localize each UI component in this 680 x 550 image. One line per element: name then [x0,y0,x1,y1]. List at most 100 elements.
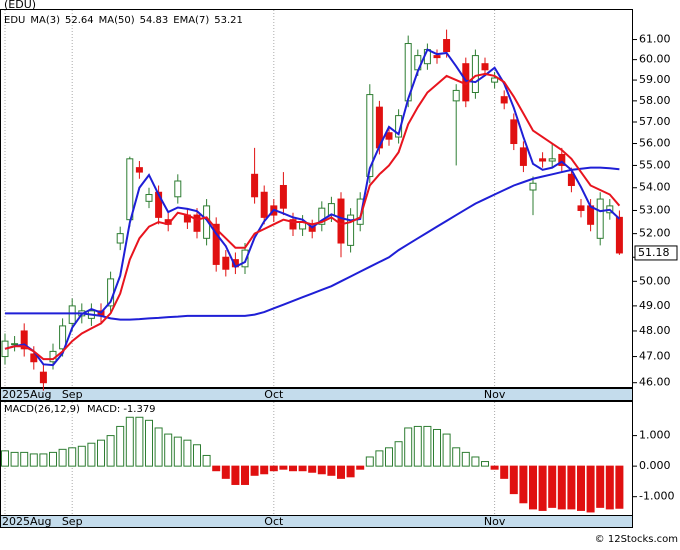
y-tick-label: 47.00 [639,350,671,363]
macd-bar [596,465,605,508]
candle-body [615,216,623,254]
macd-bar [538,465,547,511]
last-price-box [634,245,678,261]
legend-value: 54.83 [140,15,169,26]
macd-bar [385,447,393,467]
macd-bar [1,450,9,467]
candle-body [135,167,143,173]
macd-bar [567,465,576,510]
candle-body [558,153,566,166]
macd-bar [10,451,19,467]
macd-bar [221,465,230,479]
legend-text: MACD: [87,404,120,415]
legend-name: MA(3) [30,15,60,26]
macd-bar [29,453,38,467]
legend-value: 53.21 [214,15,243,26]
candle-body [510,119,518,145]
legend-symbol: EDU [4,15,25,26]
candle-body [433,55,441,59]
candle-body [251,173,259,198]
macd-bar [529,465,537,510]
macd-bar [404,427,413,467]
y-tick-label: 49.00 [639,299,671,312]
macd-bar [586,465,595,513]
x-tick-label: Oct [264,515,284,528]
macd-bar [356,465,365,470]
candle-body [337,198,345,244]
macd-bar [471,456,480,467]
macd-bar [154,427,163,467]
macd-bar [519,465,528,504]
candle-body [241,249,249,268]
candle-body [548,158,556,162]
macd-bar [116,425,125,467]
candle-body [126,158,134,221]
date-bar [0,388,633,401]
y-tick-label: -1.000 [639,490,674,503]
candle-body [500,96,508,104]
x-tick-label: Oct [264,388,284,401]
candle-body [212,223,220,265]
candle-body [577,205,585,211]
macd-bar [433,428,441,467]
candle-body [68,305,76,324]
indicator-line [4,72,621,361]
macd-bar [135,416,144,467]
macd-bar [481,461,489,467]
macd-bar [375,450,384,467]
candle-body [59,325,67,350]
last-price: 51.18 [638,246,670,259]
macd-bar [548,465,557,508]
x-tick-label: Nov [484,515,506,528]
candle-body [174,180,182,198]
candle-body [260,191,268,218]
macd-bar [490,465,499,470]
candle-body [385,132,393,140]
macd-bar [212,465,221,472]
legend-name: EMA(7) [173,15,209,26]
macd-bar [49,451,57,467]
candle-body [279,184,287,209]
legend-text: MACD(26,12,9) [4,404,80,415]
macd-bar [605,465,614,510]
candle-body [30,353,38,363]
y-tick-label: 61.00 [639,33,671,46]
date-bar [0,515,633,528]
macd-bar [509,465,518,495]
candle-body [39,371,47,384]
macd-bar [106,435,115,467]
price-panel [0,9,633,388]
macd-bar [500,465,509,479]
watermark: © 12Stocks.com [595,534,678,545]
macd-bar [423,425,432,467]
macd-bar [260,465,269,475]
macd-bar [308,465,317,473]
macd-bar [317,465,326,475]
y-tick-label: 54.00 [639,181,671,194]
macd-bar [202,454,211,467]
macd-bar [269,465,278,472]
y-tick-label: 48.00 [639,324,671,337]
candle-body [318,207,326,225]
macd-bar [394,441,403,467]
macd-bar [577,465,585,511]
y-tick-label: 50.00 [639,274,671,287]
macd-bar [164,433,173,467]
candle-body [452,89,460,102]
macd-bar [327,465,336,476]
macd-bar [442,433,451,467]
macd-bar [279,465,288,470]
macd-bar [241,465,249,485]
chart-title: (EDU) [4,0,36,11]
x-tick-label: 2025Aug [2,388,51,401]
y-tick-label: 55.00 [639,158,671,171]
x-tick-label: Nov [484,388,506,401]
macd-bar [145,419,153,467]
macd-bar [615,465,624,509]
candle-body [529,182,537,191]
candle-body [519,147,527,166]
macd-bar [298,465,307,472]
macd-bar [68,447,77,467]
y-tick-label: 59.00 [639,73,671,86]
macd-bar [77,445,86,467]
